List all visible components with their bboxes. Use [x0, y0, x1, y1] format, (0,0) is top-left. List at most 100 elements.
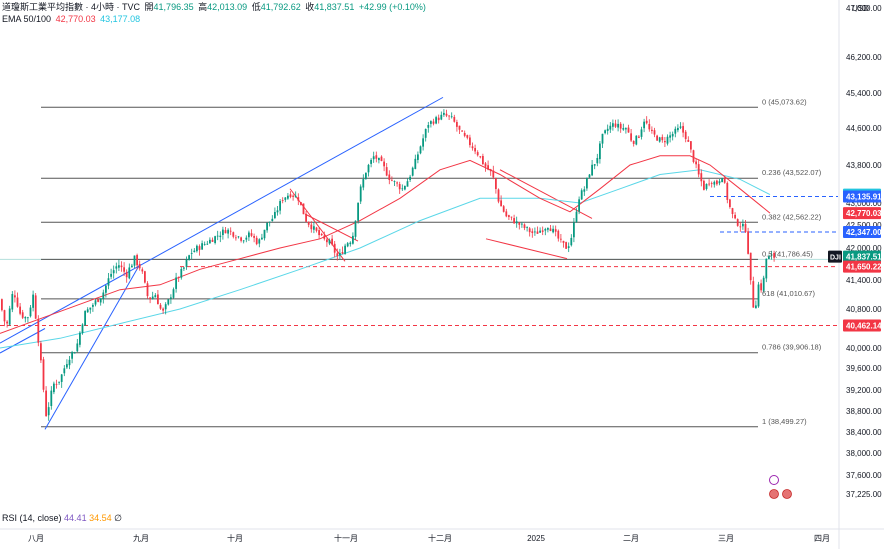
- candle-body: [422, 138, 424, 147]
- candle-body: [432, 121, 435, 124]
- candle-body: [50, 390, 53, 407]
- candle-body: [284, 197, 287, 200]
- candle-body: [79, 332, 81, 345]
- candle-body: [84, 311, 86, 326]
- candle-body: [461, 130, 463, 132]
- close-label: 收: [305, 2, 315, 12]
- candle-body: [216, 235, 219, 237]
- candle-body: [645, 120, 648, 124]
- candle-body: [107, 278, 110, 286]
- candle-body: [385, 167, 388, 176]
- candle-body: [323, 235, 326, 239]
- candle-body: [508, 215, 510, 217]
- candle-body: [162, 308, 164, 311]
- candle-body: [547, 228, 549, 230]
- candle-body: [154, 295, 157, 298]
- candle-body: [232, 232, 235, 237]
- candle-body: [297, 197, 300, 201]
- candle-body: [14, 295, 16, 298]
- symbol-description[interactable]: 道瓊斯工業平均指數 · 4小時 · TVC: [2, 2, 141, 12]
- candle-body: [768, 256, 770, 259]
- rsi-legend[interactable]: RSI (14, close) 44.41 34.54 ∅: [2, 513, 122, 524]
- candle-body: [370, 159, 372, 164]
- candle-body: [151, 296, 154, 300]
- candle-body: [495, 178, 497, 190]
- x-tick-label: 八月: [28, 534, 44, 543]
- y-tick-label: 38,400.00: [846, 428, 882, 437]
- candle-body: [557, 230, 560, 239]
- ema50-value: 42,770.03: [55, 14, 96, 24]
- candle-body: [99, 298, 102, 303]
- candle-body: [388, 174, 391, 180]
- candle-body: [679, 126, 682, 128]
- candle-body: [591, 164, 593, 176]
- candle-body: [289, 194, 292, 197]
- x-tick-label: 十一月: [334, 533, 358, 543]
- candle-body: [180, 268, 183, 278]
- candle-body: [245, 237, 248, 240]
- flag-icon: [769, 489, 779, 499]
- x-tick-label: 二月: [623, 534, 639, 543]
- change-value: +42.99 (+0.10%): [358, 2, 426, 12]
- candle-body: [94, 300, 97, 305]
- candle-body: [37, 318, 40, 343]
- candle-body: [333, 243, 336, 253]
- candle-body: [209, 239, 211, 244]
- candle-body: [601, 133, 604, 144]
- y-tick-label: 45,400.00: [846, 89, 882, 98]
- candle-body: [653, 130, 656, 135]
- candle-body: [619, 123, 622, 129]
- y-tick-label: 44,600.00: [846, 124, 882, 133]
- candle-body: [237, 236, 240, 238]
- candle-body: [518, 222, 521, 225]
- candle-body: [510, 216, 513, 218]
- candle-body: [736, 219, 739, 226]
- y-tick-label: 38,000.00: [846, 449, 882, 458]
- y-tick-label: 46,200.00: [846, 53, 882, 62]
- fib-level-label: 0.382 (42,562.22): [762, 212, 822, 221]
- candle-body: [721, 178, 723, 183]
- candle-body: [362, 179, 365, 188]
- y-tick-label: 39,600.00: [846, 364, 882, 373]
- candle-body: [406, 181, 409, 187]
- price-label-box: [843, 226, 881, 239]
- candle-body: [427, 124, 430, 128]
- candle-body: [700, 173, 703, 182]
- candle-body: [515, 221, 518, 224]
- candle-body: [729, 199, 731, 208]
- candle-body: [224, 230, 227, 234]
- candle-body: [713, 181, 716, 185]
- chart-lines-layer: [0, 96, 838, 430]
- candle-body: [193, 250, 196, 253]
- candle-body: [770, 254, 773, 256]
- candle-body: [471, 146, 474, 149]
- x-tick-label: 四月: [814, 534, 830, 543]
- candle-body: [141, 269, 144, 272]
- y-tick-label: 37,600.00: [846, 471, 882, 480]
- candle-body: [365, 172, 367, 180]
- candle-body: [656, 135, 658, 141]
- candle-body: [762, 277, 765, 291]
- y-tick-label: 42,500.00: [846, 221, 882, 230]
- candle-body: [86, 309, 89, 313]
- candle-body: [599, 143, 601, 160]
- candle-body: [45, 390, 47, 417]
- candle-body: [627, 127, 630, 133]
- candle-body: [479, 156, 482, 158]
- candle-body: [765, 258, 768, 279]
- ema100-line: [0, 169, 771, 349]
- candle-body: [565, 242, 567, 249]
- candle-body: [443, 112, 445, 115]
- candle-body: [773, 252, 775, 258]
- candle-body: [523, 224, 526, 229]
- candle-body: [97, 299, 99, 302]
- candle-body: [705, 183, 708, 189]
- trendline: [0, 96, 444, 344]
- candle-body: [614, 123, 617, 127]
- symbol-tag-text: DJI: [830, 255, 841, 262]
- candle-body: [643, 121, 645, 129]
- ema-legend[interactable]: EMA 50/100 42,770.03 43,177.08: [2, 14, 140, 25]
- candle-body: [133, 255, 136, 266]
- rsi-ma-value: 34.54: [89, 513, 112, 523]
